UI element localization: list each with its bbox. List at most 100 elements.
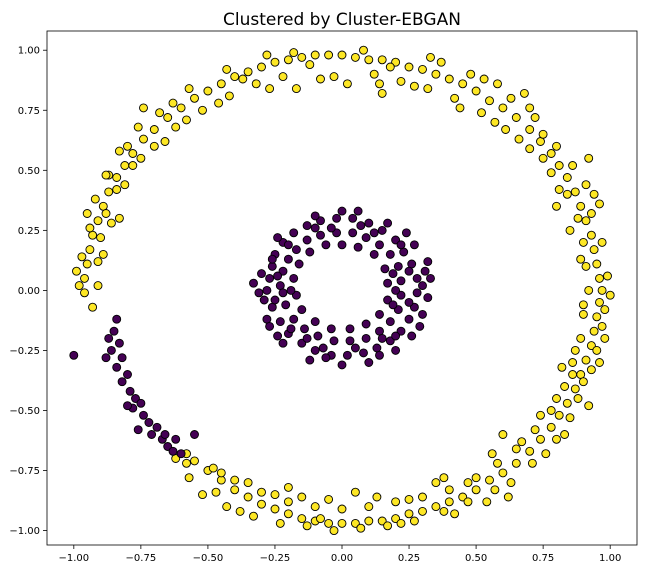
- data-point: [487, 449, 497, 459]
- data-point: [214, 98, 224, 108]
- data-point: [527, 458, 537, 468]
- data-point: [485, 96, 494, 106]
- data-point: [152, 422, 162, 432]
- data-point: [136, 398, 146, 408]
- data-point: [249, 511, 258, 521]
- data-point: [595, 297, 604, 307]
- data-point: [139, 103, 148, 113]
- data-point: [93, 281, 103, 291]
- data-point: [337, 504, 347, 514]
- data-point: [404, 314, 414, 324]
- data-point: [176, 103, 186, 113]
- data-point: [310, 502, 320, 512]
- x-tick-label: 0.00: [331, 553, 353, 564]
- x-tick-label: 1.00: [599, 553, 621, 564]
- y-tick-label: 0.50: [18, 166, 40, 177]
- data-point: [356, 221, 366, 231]
- data-point: [120, 180, 130, 190]
- data-point: [254, 288, 264, 298]
- data-point: [584, 401, 594, 411]
- data-point: [265, 84, 275, 94]
- data-point: [554, 410, 564, 420]
- data-point: [98, 249, 108, 259]
- data-point: [275, 317, 285, 327]
- data-point: [477, 108, 486, 118]
- data-point: [283, 55, 293, 65]
- data-point: [149, 141, 159, 151]
- data-point: [216, 468, 226, 478]
- data-point: [230, 475, 240, 485]
- data-point: [600, 333, 610, 343]
- data-point: [404, 509, 414, 519]
- data-point: [450, 509, 460, 519]
- data-point: [337, 240, 347, 250]
- data-point: [283, 240, 293, 250]
- data-point: [552, 201, 561, 211]
- data-point: [208, 463, 218, 473]
- data-point: [485, 475, 494, 485]
- data-point: [265, 273, 275, 283]
- data-point: [525, 103, 535, 113]
- data-point: [581, 355, 591, 365]
- data-point: [278, 288, 288, 298]
- data-point: [283, 254, 293, 264]
- chart-title: Clustered by Cluster-EBGAN: [223, 10, 461, 30]
- data-point: [498, 430, 508, 439]
- data-point: [409, 516, 419, 526]
- data-point: [375, 79, 384, 89]
- data-point: [361, 233, 371, 243]
- data-point: [589, 326, 599, 336]
- data-point: [423, 257, 433, 267]
- data-point: [423, 293, 433, 303]
- data-point: [101, 170, 111, 180]
- data-point: [265, 321, 275, 331]
- data-point: [463, 497, 473, 507]
- data-point: [597, 285, 607, 295]
- data-point: [85, 245, 95, 255]
- data-point: [584, 153, 594, 163]
- data-point: [525, 125, 535, 134]
- data-point: [546, 168, 556, 178]
- data-point: [364, 516, 374, 526]
- data-point: [401, 228, 411, 238]
- data-point: [396, 276, 406, 286]
- data-point: [302, 521, 312, 531]
- data-point: [273, 233, 283, 243]
- data-point: [224, 91, 234, 101]
- data-point: [560, 430, 570, 439]
- data-point: [592, 259, 602, 269]
- data-point: [147, 430, 157, 439]
- data-point: [171, 434, 181, 444]
- data-point: [525, 446, 535, 456]
- data-point: [377, 88, 387, 98]
- data-point: [396, 518, 406, 528]
- data-point: [375, 350, 384, 360]
- data-point: [257, 499, 266, 509]
- data-point: [278, 338, 288, 348]
- data-point: [431, 502, 441, 512]
- data-point: [337, 518, 347, 528]
- data-point: [243, 492, 253, 502]
- data-point: [286, 285, 296, 295]
- data-point: [324, 50, 334, 60]
- data-point: [418, 281, 427, 291]
- data-point: [490, 117, 500, 127]
- data-point: [289, 228, 299, 238]
- data-point: [530, 113, 540, 122]
- data-point: [576, 254, 586, 264]
- data-point: [123, 141, 132, 151]
- data-point: [74, 281, 84, 291]
- data-point: [359, 45, 368, 55]
- data-point: [297, 305, 307, 315]
- data-point: [329, 72, 339, 82]
- data-point: [112, 185, 122, 194]
- data-point: [538, 129, 548, 139]
- data-point: [364, 502, 374, 512]
- data-point: [72, 266, 81, 276]
- data-point: [112, 362, 122, 372]
- data-point: [104, 333, 114, 343]
- data-point: [369, 249, 379, 259]
- data-point: [466, 69, 476, 79]
- data-point: [123, 370, 132, 379]
